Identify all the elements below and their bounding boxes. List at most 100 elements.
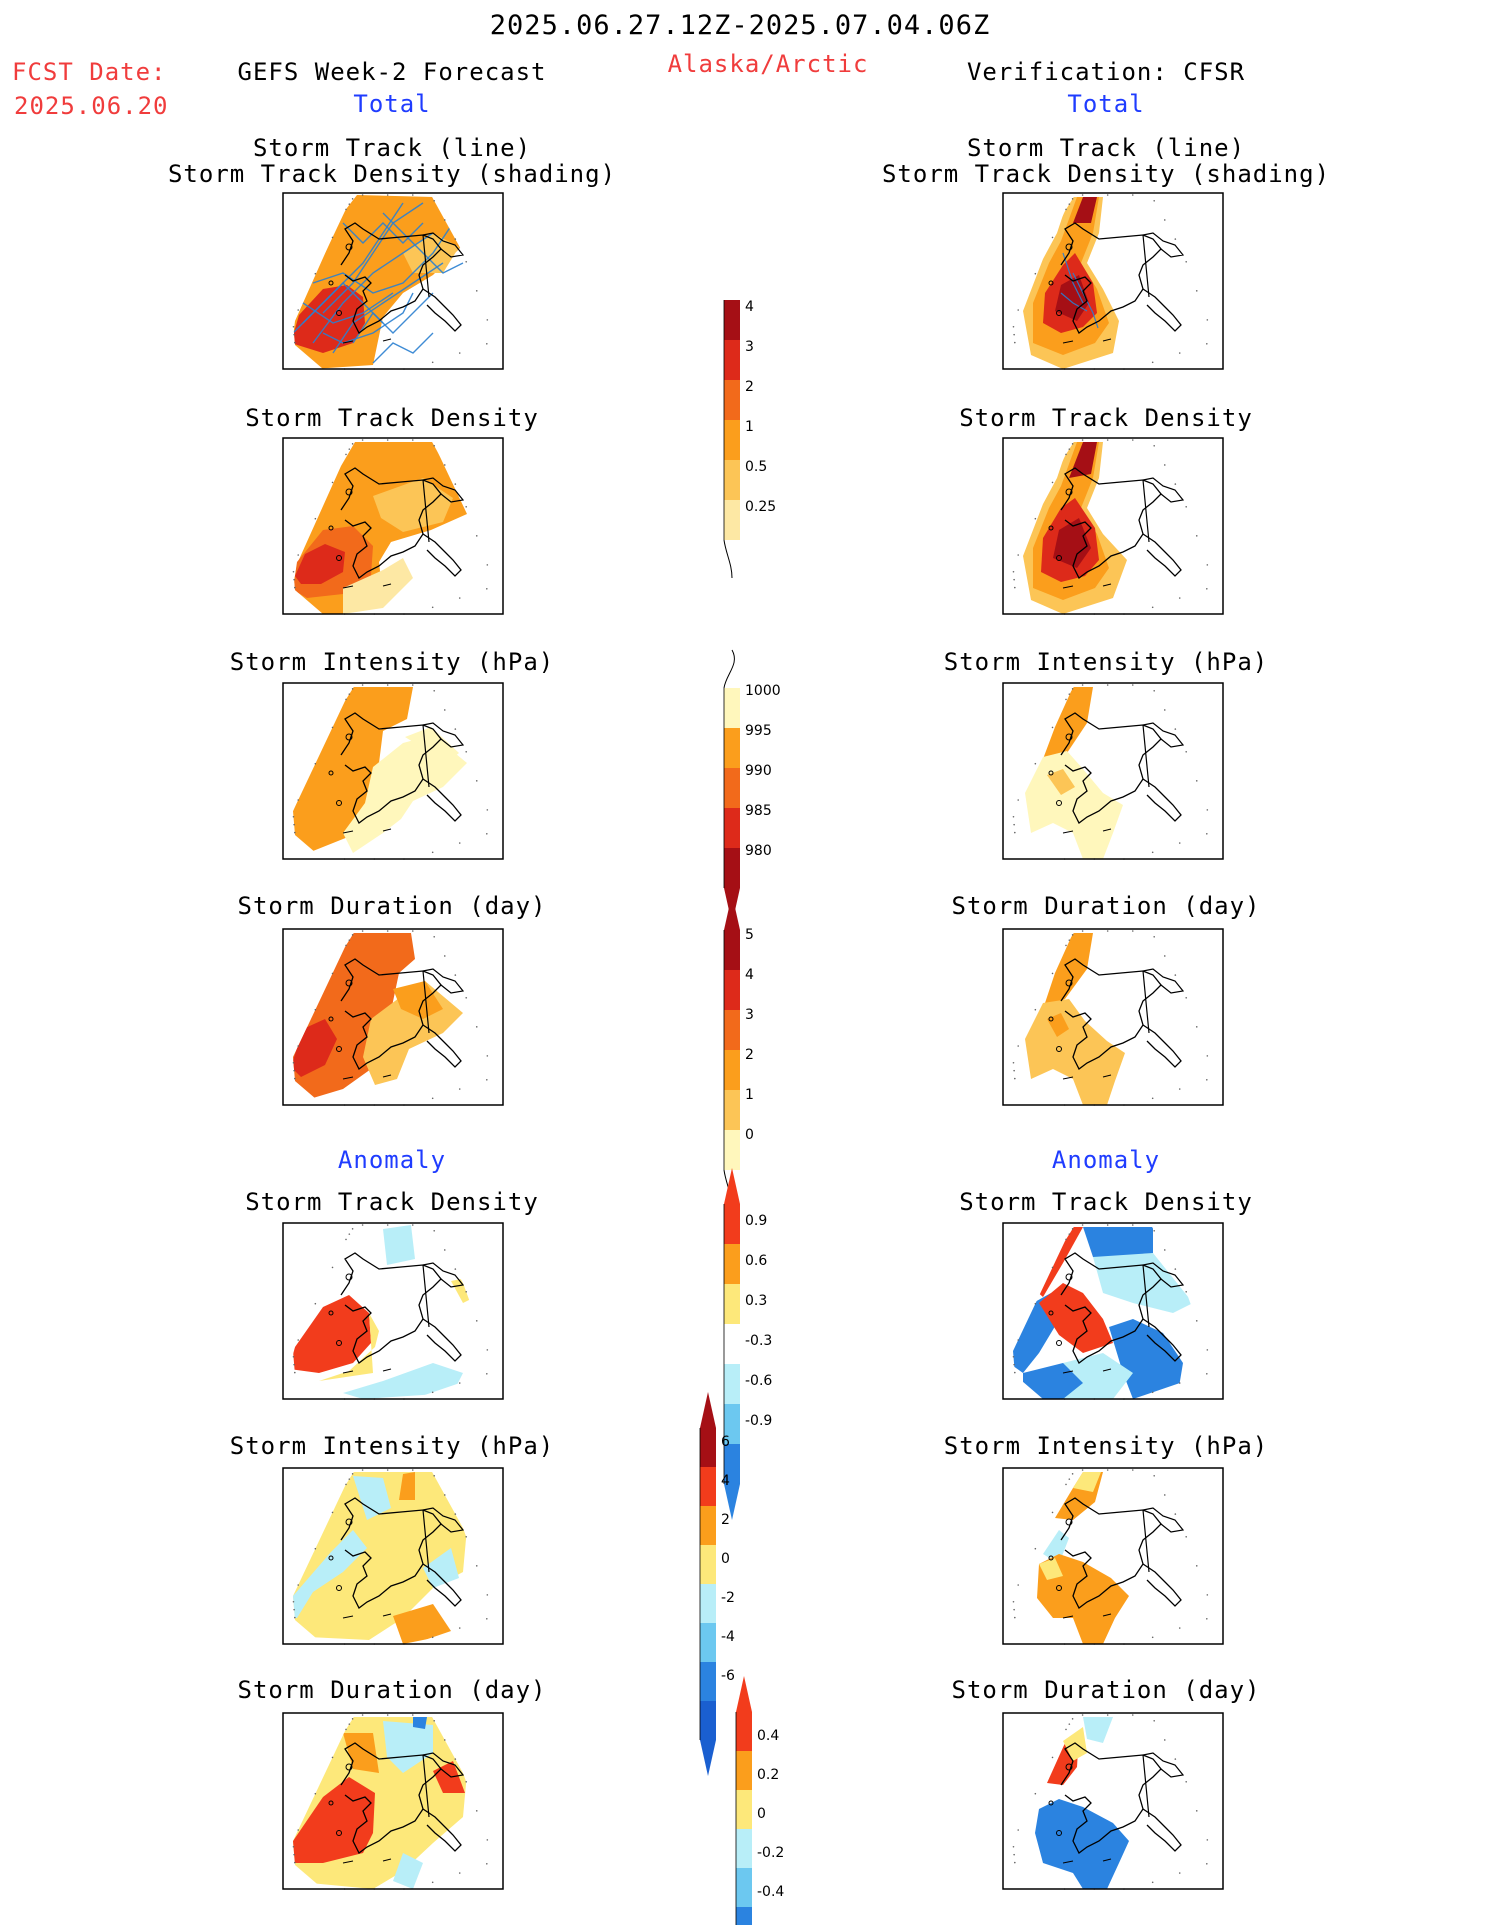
projection-edge-dot — [314, 1008, 317, 1011]
projection-edge-dot — [458, 597, 461, 599]
projection-edge-dot — [1153, 200, 1155, 202]
colorbar-swatch — [724, 500, 740, 540]
shading-region — [1073, 197, 1097, 223]
projection-edge-dot — [293, 1363, 295, 1366]
projection-edge-dot — [1178, 842, 1181, 844]
left-map-intensity-anom — [282, 1467, 504, 1645]
shading-region — [343, 558, 413, 614]
colorbar-swatch — [724, 1090, 740, 1130]
colorbar-duration-total: 5 4 3 2 1 0 — [723, 894, 754, 1209]
colorbar-swatch — [736, 1868, 752, 1907]
arctic-coastline — [422, 232, 465, 258]
projection-edge-dot — [1185, 261, 1187, 263]
left-total-label: Total — [353, 90, 431, 118]
island-outline — [1056, 310, 1062, 316]
projection-edge-dot — [411, 1714, 414, 1716]
projection-edge-dot — [1014, 586, 1016, 589]
shading-region — [373, 478, 453, 532]
right-title-density-anom: Storm Track Density — [959, 1188, 1253, 1216]
colorbar-swatch — [700, 1584, 716, 1623]
left-map-track — [282, 192, 504, 370]
projection-edge-dot — [1206, 833, 1208, 835]
aleutian-islands — [382, 1074, 392, 1078]
colorbar-tick-label: 0.4 — [757, 1728, 779, 1744]
projection-edge-dot — [486, 588, 488, 590]
projection-edge-dot — [411, 684, 414, 686]
projection-edge-dot — [1034, 272, 1037, 275]
shading-region — [293, 1295, 371, 1373]
island-outline — [1056, 1340, 1062, 1346]
island-outline — [345, 1763, 353, 1771]
canada-border — [1142, 1754, 1150, 1818]
colorbar-tick-label: 5 — [745, 927, 754, 943]
projection-edge-dot — [1153, 936, 1155, 938]
projection-edge-dot — [1206, 809, 1209, 811]
left-title-density-anom: Storm Track Density — [245, 1188, 539, 1216]
canada-border — [1142, 479, 1150, 543]
panhandle-coastline — [422, 533, 462, 577]
island-outline — [336, 1585, 342, 1591]
projection-edge-dot — [454, 1268, 457, 1270]
projection-edge-dot — [1174, 974, 1177, 976]
arctic-coastline — [1142, 722, 1185, 748]
arctic-coastline — [422, 722, 465, 748]
shading-region — [403, 233, 459, 273]
projection-edge-dot — [294, 1077, 296, 1080]
projection-edge-dot — [351, 688, 354, 690]
projection-edge-dot — [1071, 688, 1074, 690]
colorbar-arrow-bottom — [700, 1740, 716, 1776]
shading-region — [383, 1721, 433, 1773]
projection-edge-dot — [1195, 1810, 1198, 1812]
aleutian-islands — [1102, 1368, 1112, 1372]
projection-edge-dot — [433, 200, 436, 202]
projection-edge-dot — [1206, 564, 1209, 566]
left-title-intensity: Storm Intensity (hPa) — [229, 648, 555, 676]
projection-edge-dot — [1185, 1536, 1187, 1538]
projection-edge-dot — [1163, 1739, 1166, 1741]
aleutian-islands — [342, 830, 354, 834]
aleutian-islands — [1062, 1860, 1074, 1864]
projection-edge-dot — [1065, 1728, 1067, 1731]
left-title-intensity-anom: Storm Intensity (hPa) — [229, 1432, 555, 1460]
right-map-intensity — [1002, 682, 1224, 860]
projection-edge-dot — [1071, 443, 1074, 445]
aleutian-islands — [342, 1370, 354, 1374]
arctic-coastline — [422, 1507, 465, 1533]
region-label: Alaska/Arctic — [667, 50, 869, 78]
projection-edge-dot — [1195, 1565, 1198, 1567]
colorbar-swatch — [724, 1324, 740, 1364]
projection-edge-dot — [411, 194, 414, 196]
storm-track-line — [1060, 292, 1088, 312]
projection-edge-dot — [1013, 1363, 1015, 1366]
aleutian-islands — [342, 1860, 354, 1864]
projection-edge-dot — [293, 333, 295, 336]
panhandle-coastline — [422, 288, 462, 332]
projection-edge-dot — [361, 1469, 364, 1471]
projection-edge-dot — [475, 1810, 478, 1812]
projection-edge-dot — [348, 203, 351, 205]
aleutian-islands — [382, 828, 392, 832]
projection-edge-dot — [297, 1829, 300, 1831]
colorbar-tick-label: -6 — [721, 1668, 735, 1684]
projection-edge-dot — [386, 1469, 389, 1471]
colorbar-tick-label: 2 — [745, 379, 754, 395]
projection-edge-dot — [1153, 1230, 1155, 1232]
projection-edge-dot — [1185, 997, 1187, 999]
projection-edge-dot — [292, 1355, 295, 1358]
projection-edge-dot — [1195, 535, 1198, 537]
shading-region — [319, 1313, 379, 1381]
projection-edge-dot — [294, 831, 296, 834]
projection-edge-dot — [1051, 1756, 1054, 1759]
projection-edge-dot — [348, 1233, 351, 1235]
projection-edge-dot — [465, 261, 468, 263]
shading-region — [293, 1777, 375, 1863]
projection-edge-dot — [475, 1565, 478, 1567]
projection-edge-dot — [1206, 343, 1208, 345]
projection-edge-dot — [1065, 944, 1067, 947]
island-outline — [1048, 770, 1054, 776]
shading-region — [413, 1717, 427, 1729]
panhandle-coastline — [1142, 1563, 1182, 1607]
colorbar-swatch — [700, 1701, 716, 1740]
right-column-title: Verification: CFSR — [966, 58, 1246, 86]
projection-edge-dot — [1051, 726, 1054, 729]
